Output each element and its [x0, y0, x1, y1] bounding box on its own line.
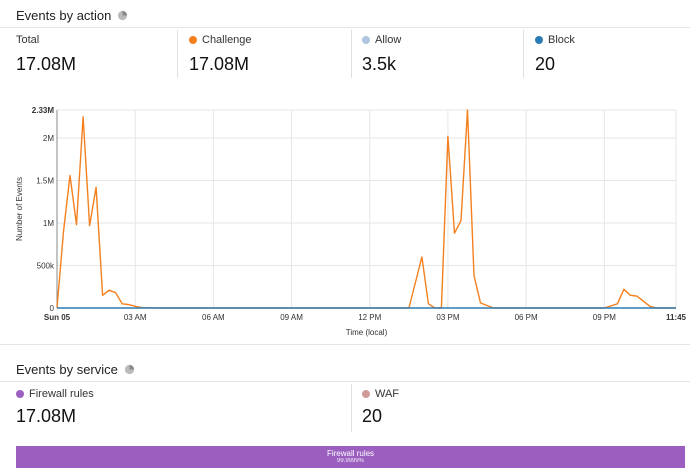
events-line-chart[interactable]: 0 500k 1M 1.5M 2M 2.33M Sun 05 03 AM 06 AM 09 AM 1…: [0, 95, 690, 340]
divider: [351, 384, 352, 432]
x-tick-label: 11:45: [666, 313, 687, 322]
allow-dot-icon: [362, 36, 370, 44]
stat-waf: WAF 20: [362, 388, 399, 427]
y-tick-label: 500k: [37, 262, 55, 271]
stat-value: 17.08M: [189, 54, 250, 74]
x-tick-label: 09 AM: [280, 313, 303, 322]
x-tick-label: 03 AM: [124, 313, 147, 322]
bar-label: Firewall rules: [326, 449, 375, 458]
x-tick-label: 06 AM: [202, 313, 225, 322]
stat-value: 17.08M: [16, 406, 77, 426]
challenge-dot-icon: [189, 36, 197, 44]
pie-chart-icon[interactable]: [117, 10, 128, 21]
x-tick-label: 12 PM: [358, 313, 381, 322]
y-axis-label: Number of Events: [15, 177, 24, 241]
stat-label: Block: [548, 34, 575, 46]
y-tick-label: 2.33M: [32, 106, 55, 115]
bar-percent: 99.9999%: [336, 458, 365, 464]
x-axis-label: Time (local): [346, 328, 388, 337]
divider: [0, 381, 690, 382]
stat-label: Challenge: [202, 34, 252, 46]
stat-label: Total: [16, 34, 40, 46]
stat-challenge: Challenge 17.08M: [189, 34, 252, 75]
block-dot-icon: [535, 36, 543, 44]
stat-allow: Allow 3.5k: [362, 34, 401, 75]
x-tick-label: Sun 05: [44, 313, 71, 322]
divider: [0, 344, 690, 345]
divider: [351, 30, 352, 78]
stat-value: 20: [362, 406, 383, 426]
series-line: [56, 109, 676, 309]
pie-chart-icon[interactable]: [124, 364, 135, 375]
stat-value: 3.5k: [362, 54, 397, 74]
y-tick-label: 0: [50, 304, 55, 313]
stat-value: 20: [535, 54, 556, 74]
divider: [523, 30, 524, 78]
events-by-service-title: Events by service: [16, 362, 135, 377]
y-tick-label: 1.5M: [36, 177, 54, 186]
y-tick-label: 2M: [43, 134, 54, 143]
events-by-action-title: Events by action: [16, 8, 128, 23]
x-tick-label: 03 PM: [436, 313, 459, 322]
stat-block: Block 20: [535, 34, 575, 75]
stat-label: Firewall rules: [29, 388, 94, 400]
firewall-dot-icon: [16, 390, 24, 398]
service-distribution-bar[interactable]: Firewall rules 99.9999%: [16, 446, 685, 468]
divider: [0, 27, 690, 28]
y-tick-label: 1M: [43, 219, 54, 228]
waf-dot-icon: [362, 390, 370, 398]
stat-label: Allow: [375, 34, 402, 46]
stat-firewall-rules: Firewall rules 17.08M: [16, 388, 94, 427]
stat-label: WAF: [375, 388, 400, 400]
stat-value: 17.08M: [16, 54, 77, 74]
x-tick-label: 09 PM: [593, 313, 616, 322]
x-tick-label: 06 PM: [515, 313, 538, 322]
stat-total: Total 17.08M: [16, 34, 76, 75]
divider: [177, 30, 178, 78]
